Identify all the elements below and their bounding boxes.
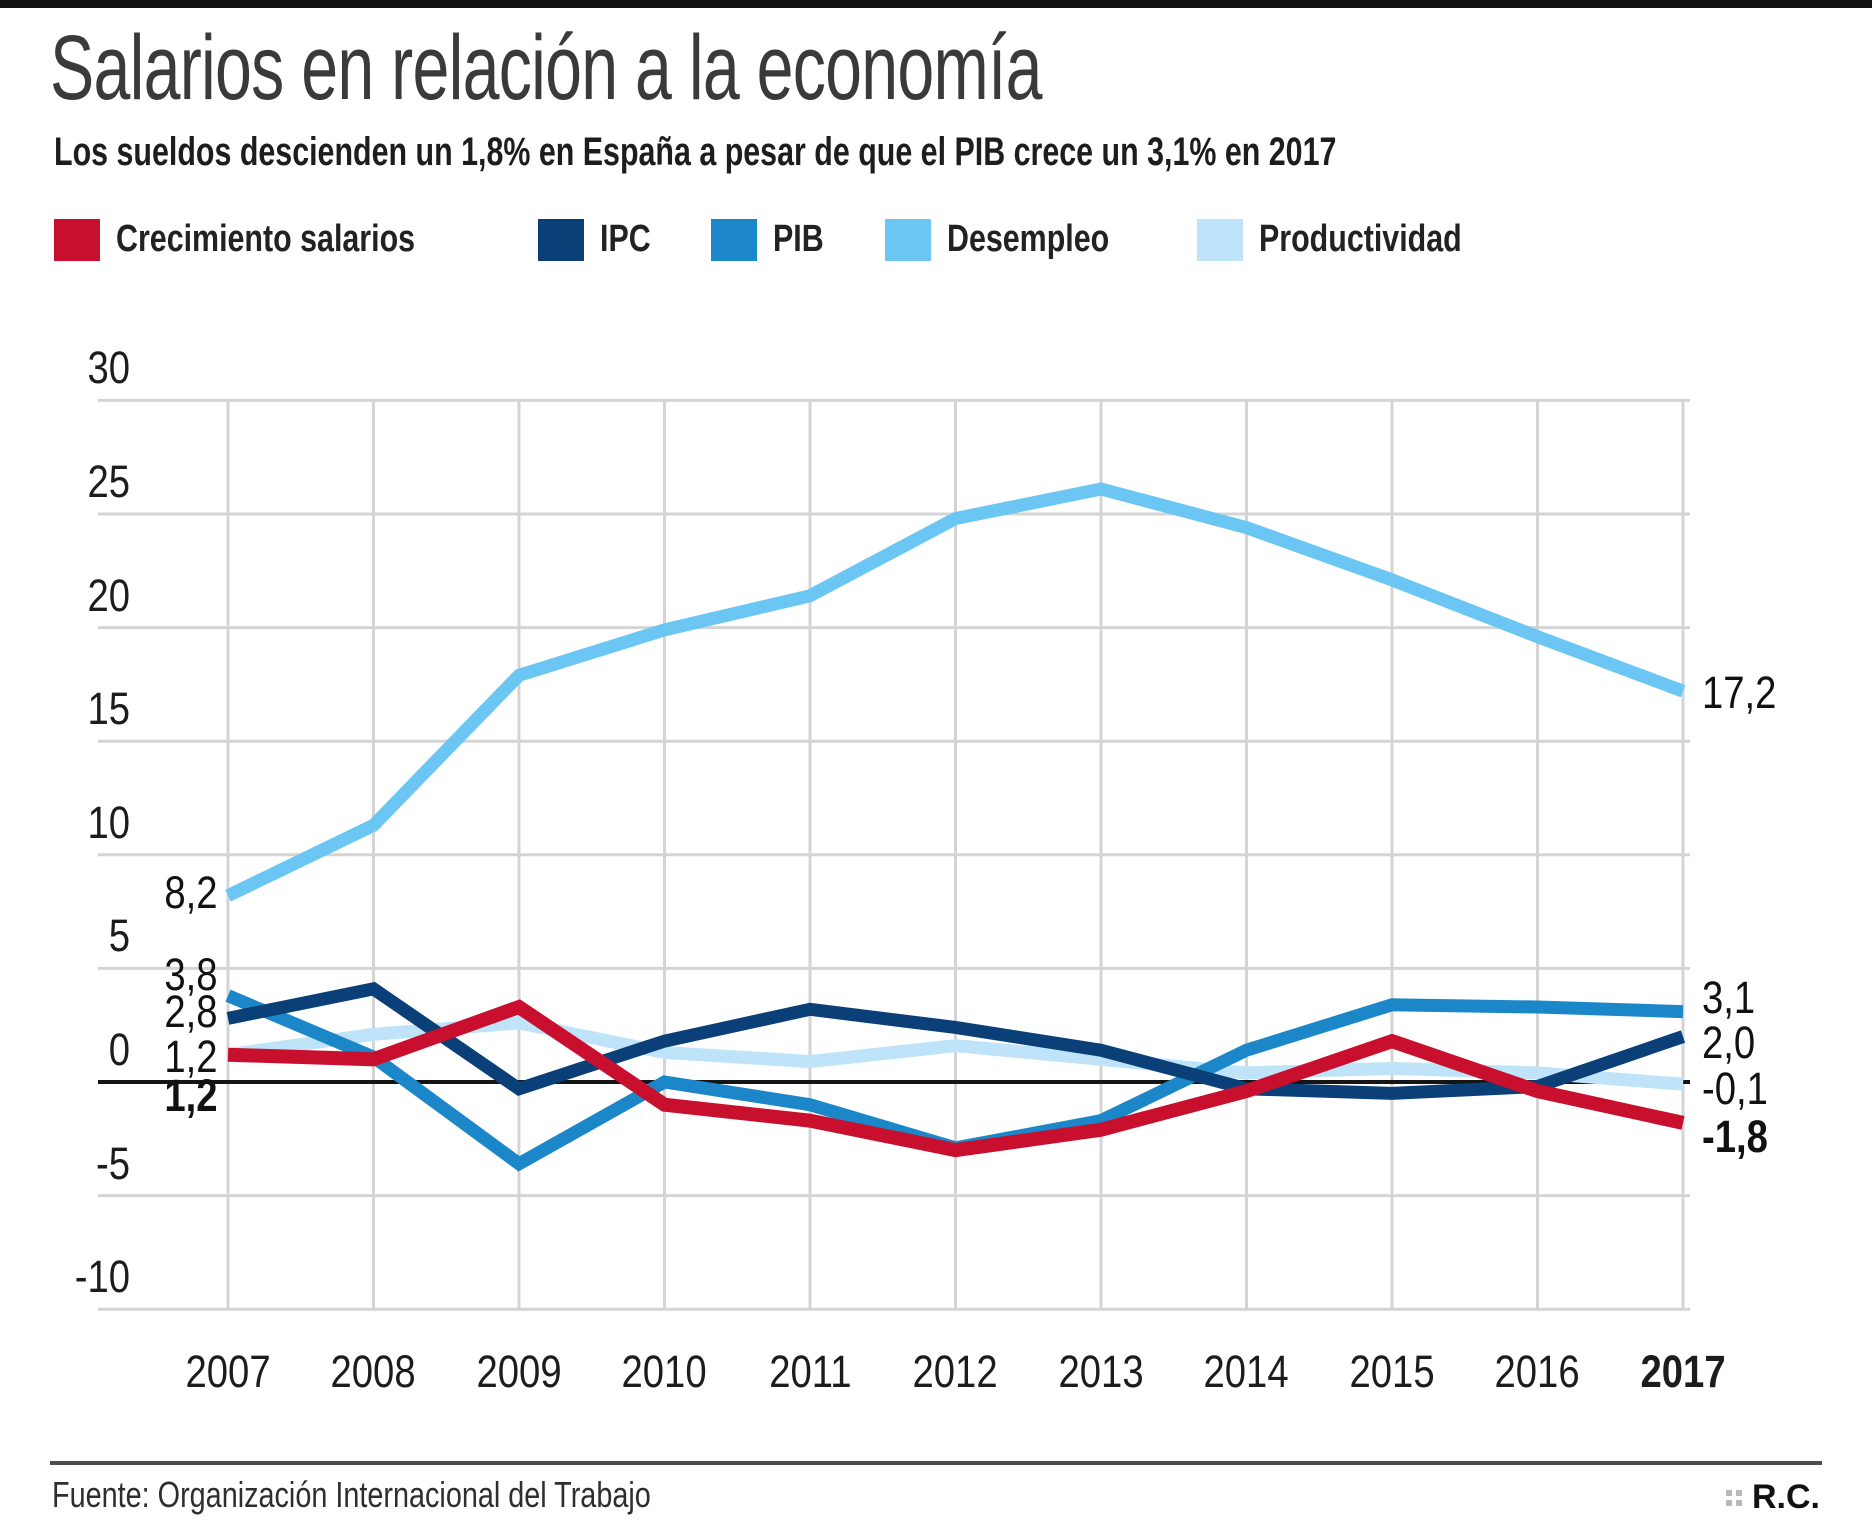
legend-item-pib: PIB bbox=[711, 218, 836, 261]
legend-label: Productividad bbox=[1259, 218, 1462, 260]
value-label: 8,2 bbox=[164, 867, 218, 919]
footer-divider bbox=[50, 1461, 1822, 1465]
line-ipc bbox=[226, 981, 1686, 1100]
value-label: 2,8 bbox=[164, 985, 218, 1037]
legend-swatch bbox=[1197, 218, 1244, 261]
y-tick-label: -10 bbox=[74, 1251, 130, 1303]
x-tick-label: 2009 bbox=[476, 1346, 562, 1397]
legend-label: Crecimiento salarios bbox=[116, 218, 416, 260]
legend-label: PIB bbox=[773, 218, 824, 260]
legend-swatch bbox=[54, 218, 100, 261]
page-title: Salarios en relación a la economía bbox=[50, 16, 1428, 121]
x-tick-label: 2007 bbox=[185, 1346, 271, 1397]
y-tick-label: 20 bbox=[87, 569, 130, 621]
value-label: -0,1 bbox=[1702, 1062, 1768, 1114]
x-tick-label: 2014 bbox=[1203, 1346, 1290, 1397]
legend-item-productividad: Productividad bbox=[1197, 218, 1512, 261]
x-tick-label: 2008 bbox=[330, 1346, 417, 1397]
x-tick-label: 2012 bbox=[912, 1346, 999, 1397]
value-label: 1,2 bbox=[164, 1031, 218, 1082]
value-label: 3,1 bbox=[1702, 971, 1756, 1023]
chart-subtitle: Los sueldos descienden un 1,8% en España… bbox=[54, 130, 1741, 175]
y-tick-label: 5 bbox=[108, 910, 130, 962]
x-tick-label: 2017 bbox=[1640, 1346, 1726, 1397]
legend-swatch bbox=[884, 218, 931, 261]
y-tick-label: 30 bbox=[87, 342, 130, 394]
source-note: Fuente: Organización Internacional del T… bbox=[52, 1474, 800, 1516]
y-tick-label: 10 bbox=[87, 796, 130, 848]
value-label: 3,8 bbox=[164, 949, 218, 1001]
x-tick-label: 2016 bbox=[1494, 1346, 1581, 1397]
value-label: -1,8 bbox=[1702, 1110, 1768, 1162]
credit-mark: R.C. bbox=[1726, 1478, 1820, 1517]
legend-swatch bbox=[537, 218, 584, 261]
value-label: 1,2 bbox=[164, 1069, 218, 1121]
y-tick-label: -5 bbox=[95, 1137, 130, 1189]
page-title-text: Salarios en relación a la economía bbox=[50, 17, 1043, 119]
y-tick-label: 25 bbox=[87, 456, 130, 507]
value-label: 2,0 bbox=[1702, 1017, 1756, 1069]
source-note-text: Fuente: Organización Internacional del T… bbox=[52, 1474, 651, 1515]
x-tick-label: 2010 bbox=[621, 1346, 708, 1397]
y-tick-label: 0 bbox=[108, 1024, 130, 1075]
legend-label: IPC bbox=[599, 218, 651, 260]
chart-subtitle-text: Los sueldos descienden un 1,8% en España… bbox=[54, 130, 1337, 174]
top-accent-bar bbox=[0, 0, 1872, 8]
line-desempleo bbox=[225, 482, 1686, 902]
legend-item-desempleo: Desempleo bbox=[884, 218, 1150, 261]
y-tick-label: 15 bbox=[87, 683, 130, 735]
legend-label: Desempleo bbox=[946, 218, 1109, 260]
legend-item-crecimiento-salarios: Crecimiento salarios bbox=[54, 218, 490, 261]
x-tick-label: 2011 bbox=[768, 1346, 852, 1397]
credit-initials: R.C. bbox=[1752, 1478, 1820, 1516]
x-tick-label: 2015 bbox=[1349, 1346, 1435, 1397]
value-label: 17,2 bbox=[1702, 667, 1777, 719]
legend-swatch bbox=[711, 218, 758, 261]
chart-legend: Crecimiento salarios IPC PIB Desempleo Produ… bbox=[54, 218, 1513, 261]
legend-item-ipc: IPC bbox=[537, 218, 663, 261]
x-tick-label: 2013 bbox=[1058, 1346, 1144, 1397]
line-crecimiento-salarios bbox=[227, 999, 1685, 1158]
four-dots-icon bbox=[1726, 1489, 1742, 1506]
